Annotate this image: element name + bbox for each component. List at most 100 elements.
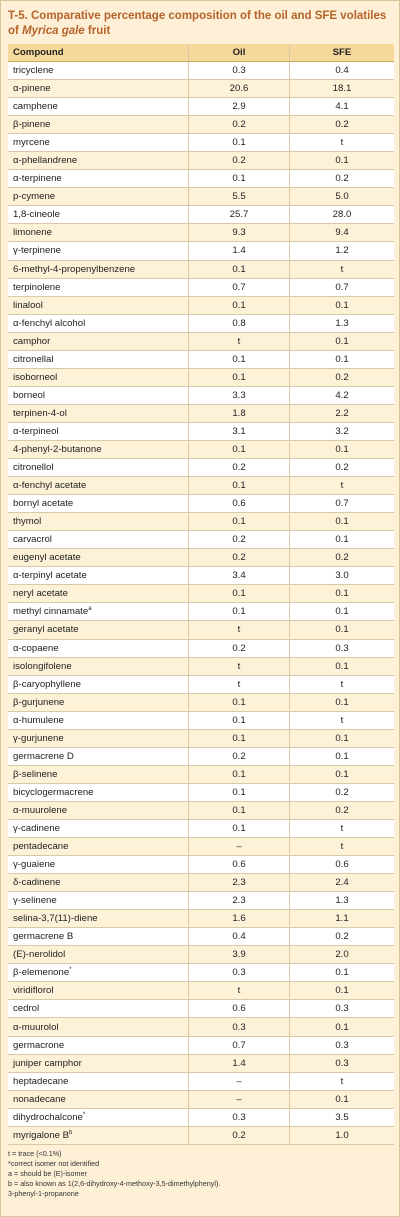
compound-name: (E)-nerolidol xyxy=(13,949,66,961)
table-row: β-elemenone* 0.3 0.1 xyxy=(8,963,394,983)
sfe-value: t xyxy=(289,476,394,496)
table-row: citronellal 0.1 0.1 xyxy=(8,350,394,369)
sfe-value: 0.1 xyxy=(289,350,394,369)
sfe-value: 0.1 xyxy=(289,602,394,622)
footnote-line: 3-phenyl-1-propanone xyxy=(8,1189,79,1198)
table-title: T-5. Comparative percentage composition … xyxy=(8,9,394,39)
oil-value: 0.6 xyxy=(188,999,290,1019)
compound-cell: pentadecane xyxy=(8,837,189,857)
compound-cell: neryl acetate xyxy=(8,584,189,604)
compound-name: p-cymene xyxy=(13,191,56,203)
table-row: myrigalone Bb 0.2 1.0 xyxy=(8,1126,394,1145)
compound-name: β-gurjunene xyxy=(13,696,65,708)
table-row: bornyl acetate 0.6 0.7 xyxy=(8,494,394,514)
compound-name: α-terpineol xyxy=(13,425,59,437)
composition-table: Compound Oil SFE tricyclene 0.3 0.4 α-pinen… xyxy=(8,44,394,1145)
table-row: limonene 9.3 9.4 xyxy=(8,223,394,243)
compound-cell: α-terpinyl acetate xyxy=(8,566,189,586)
sfe-value: 0.2 xyxy=(289,801,394,820)
table-row: juniper camphor 1.4 0.3 xyxy=(8,1054,394,1073)
compound-name: methyl cinnamate xyxy=(13,606,89,618)
sfe-value: 2.0 xyxy=(289,945,394,965)
sfe-value: 1.3 xyxy=(289,891,394,911)
oil-value: 0.7 xyxy=(188,1036,290,1055)
footnote-marker: b xyxy=(69,1129,73,1136)
compound-name: geranyl acetate xyxy=(13,624,79,636)
compound-cell: β-selinene xyxy=(8,765,189,784)
oil-value: 5.5 xyxy=(188,187,290,207)
oil-value: 0.1 xyxy=(188,169,290,189)
sfe-value: 0.1 xyxy=(289,512,394,532)
footnote-line: *correct isomer not identified xyxy=(8,1159,100,1168)
sfe-value: t xyxy=(289,837,394,857)
oil-value: 25.7 xyxy=(188,205,290,225)
oil-value: 0.2 xyxy=(188,458,290,478)
sfe-value: t xyxy=(289,819,394,839)
footnote-marker: * xyxy=(69,967,72,974)
table-row: β-caryophyllene t t xyxy=(8,675,394,694)
oil-value: 0.4 xyxy=(188,927,290,947)
oil-value: 0.7 xyxy=(188,278,290,297)
table-row: α-terpinyl acetate 3.4 3.0 xyxy=(8,566,394,586)
table-row: camphor t 0.1 xyxy=(8,332,394,351)
compound-cell: bicyclogermacrene xyxy=(8,783,189,802)
table-row: α-fenchyl acetate 0.1 t xyxy=(8,476,394,496)
table-row: 1,8-cineole 25.7 28.0 xyxy=(8,205,394,225)
compound-name: α-copaene xyxy=(13,642,59,654)
title-prefix: T-5. Comparative percentage composition … xyxy=(8,10,387,37)
table-row: selina-3,7(11)-diene 1.6 1.1 xyxy=(8,909,394,929)
sfe-value: 4.1 xyxy=(289,97,394,117)
oil-value: 0.2 xyxy=(188,747,290,766)
footnotes: t = trace (<0.1%) *correct isomer not ide… xyxy=(8,1149,394,1199)
table-row: β-pinene 0.2 0.2 xyxy=(8,115,394,135)
compound-name: terpinen-4-ol xyxy=(13,407,67,419)
sfe-value: 0.2 xyxy=(289,368,394,387)
compound-name: eugenyl acetate xyxy=(13,552,81,564)
compound-cell: γ-selinene xyxy=(8,891,189,911)
sfe-value: 0.1 xyxy=(289,584,394,604)
sfe-value: 28.0 xyxy=(289,205,394,225)
oil-value: 0.1 xyxy=(188,368,290,387)
compound-cell: myrcene xyxy=(8,133,189,153)
compound-name: β-elemenone xyxy=(13,967,70,979)
oil-value: t xyxy=(188,657,290,676)
compound-name: γ-selinene xyxy=(13,895,57,907)
compound-name: α-pinene xyxy=(13,83,51,95)
table-row: pentadecane – t xyxy=(8,837,394,857)
compound-name: myrigalone B xyxy=(13,1129,69,1141)
compound-cell: borneol xyxy=(8,386,189,405)
footnote-line: b = also known as 1(2,6-dihydroxy-4-meth… xyxy=(8,1179,221,1188)
table-row: γ-terpinene 1.4 1.2 xyxy=(8,241,394,261)
compound-name: selina-3,7(11)-diene xyxy=(13,913,98,925)
sfe-value: 0.1 xyxy=(289,657,394,676)
oil-value: 0.1 xyxy=(188,133,290,153)
oil-value: 0.6 xyxy=(188,855,290,875)
sfe-value: 1.1 xyxy=(289,909,394,929)
oil-value: 1.8 xyxy=(188,404,290,423)
oil-value: 2.9 xyxy=(188,97,290,117)
compound-name: 6-methyl-4-propenylbenzene xyxy=(13,263,136,275)
compound-name: myrcene xyxy=(13,137,50,149)
compound-cell: bornyl acetate xyxy=(8,494,189,514)
sfe-value: 0.3 xyxy=(289,639,394,658)
table-row: cedrol 0.6 0.3 xyxy=(8,999,394,1019)
oil-value: 2.3 xyxy=(188,891,290,911)
compound-name: germacrene D xyxy=(13,750,74,762)
table-row: terpinolene 0.7 0.7 xyxy=(8,278,394,297)
compound-name: camphor xyxy=(13,335,51,347)
table-row: viridiflorol t 0.1 xyxy=(8,981,394,1001)
compound-cell: β-elemenone* xyxy=(8,963,189,983)
compound-name: γ-cadinene xyxy=(13,822,60,834)
sfe-value: 0.1 xyxy=(289,1090,394,1109)
footnote-marker: a xyxy=(88,606,92,613)
table-row: α-terpineol 3.1 3.2 xyxy=(8,422,394,441)
table-row: (E)-nerolidol 3.9 2.0 xyxy=(8,945,394,965)
compound-name: γ-guaiene xyxy=(13,859,56,871)
table-row: γ-selinene 2.3 1.3 xyxy=(8,891,394,911)
compound-cell: α-muurolene xyxy=(8,801,189,820)
oil-value: – xyxy=(188,1090,290,1109)
compound-cell: selina-3,7(11)-diene xyxy=(8,909,189,929)
oil-value: 0.1 xyxy=(188,729,290,748)
table-row: γ-cadinene 0.1 t xyxy=(8,819,394,839)
table-row: bicyclogermacrene 0.1 0.2 xyxy=(8,783,394,802)
